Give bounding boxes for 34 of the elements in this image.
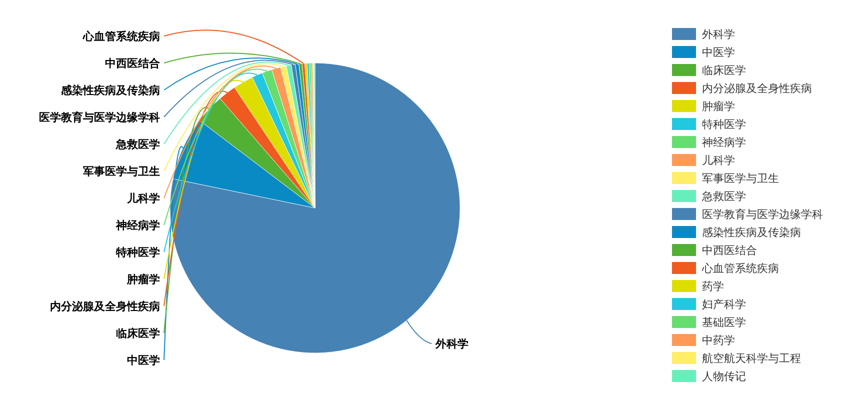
legend-label: 神经病学 — [702, 136, 746, 149]
legend-label: 军事医学与卫生 — [702, 172, 779, 185]
legend-label: 感染性疾病及传染病 — [702, 226, 801, 239]
legend-label: 肿瘤学 — [702, 100, 735, 113]
slice-label: 儿科学 — [126, 192, 160, 205]
slice-label: 心血管系统疾病 — [82, 30, 160, 43]
legend-label: 航空航天科学与工程 — [702, 352, 801, 365]
legend-label: 儿科学 — [702, 154, 735, 167]
legend-label: 基础医学 — [702, 316, 746, 329]
legend-label: 药学 — [702, 280, 724, 293]
slice-label: 中西医结合 — [105, 56, 161, 70]
legend-label: 医学教育与医学边缘学科 — [702, 208, 823, 221]
legend-label: 心血管系统疾病 — [701, 262, 779, 275]
slice-label: 中医学 — [127, 354, 160, 367]
slice-label: 军事医学与卫生 — [83, 164, 160, 178]
legend-label: 中药学 — [702, 334, 735, 347]
legend-label: 内分泌腺及全身性疾病 — [702, 82, 812, 95]
slice-label: 肿瘤学 — [126, 272, 160, 286]
legend-label: 人物传记 — [702, 370, 746, 383]
slice-label: 急救医学 — [115, 138, 160, 151]
legend-label: 外科学 — [702, 28, 735, 41]
legend-label: 特种医学 — [702, 118, 746, 131]
slice-label: 神经病学 — [115, 218, 160, 232]
legend-label: 中医学 — [702, 46, 735, 59]
legend-label: 妇产科学 — [702, 298, 746, 311]
slice-label: 外科学 — [434, 337, 469, 350]
legend-label: 急救医学 — [701, 190, 746, 203]
slice-label: 内分泌腺及全身性疾病 — [50, 300, 160, 313]
slice-label: 临床医学 — [116, 326, 160, 340]
legend-label: 中西医结合 — [702, 244, 757, 257]
slice-label: 医学教育与医学边缘学科 — [39, 110, 160, 124]
legend-label: 临床医学 — [702, 64, 746, 77]
slice-label: 感染性疾病及传染病 — [60, 84, 160, 97]
slice-label: 特种医学 — [115, 246, 160, 259]
